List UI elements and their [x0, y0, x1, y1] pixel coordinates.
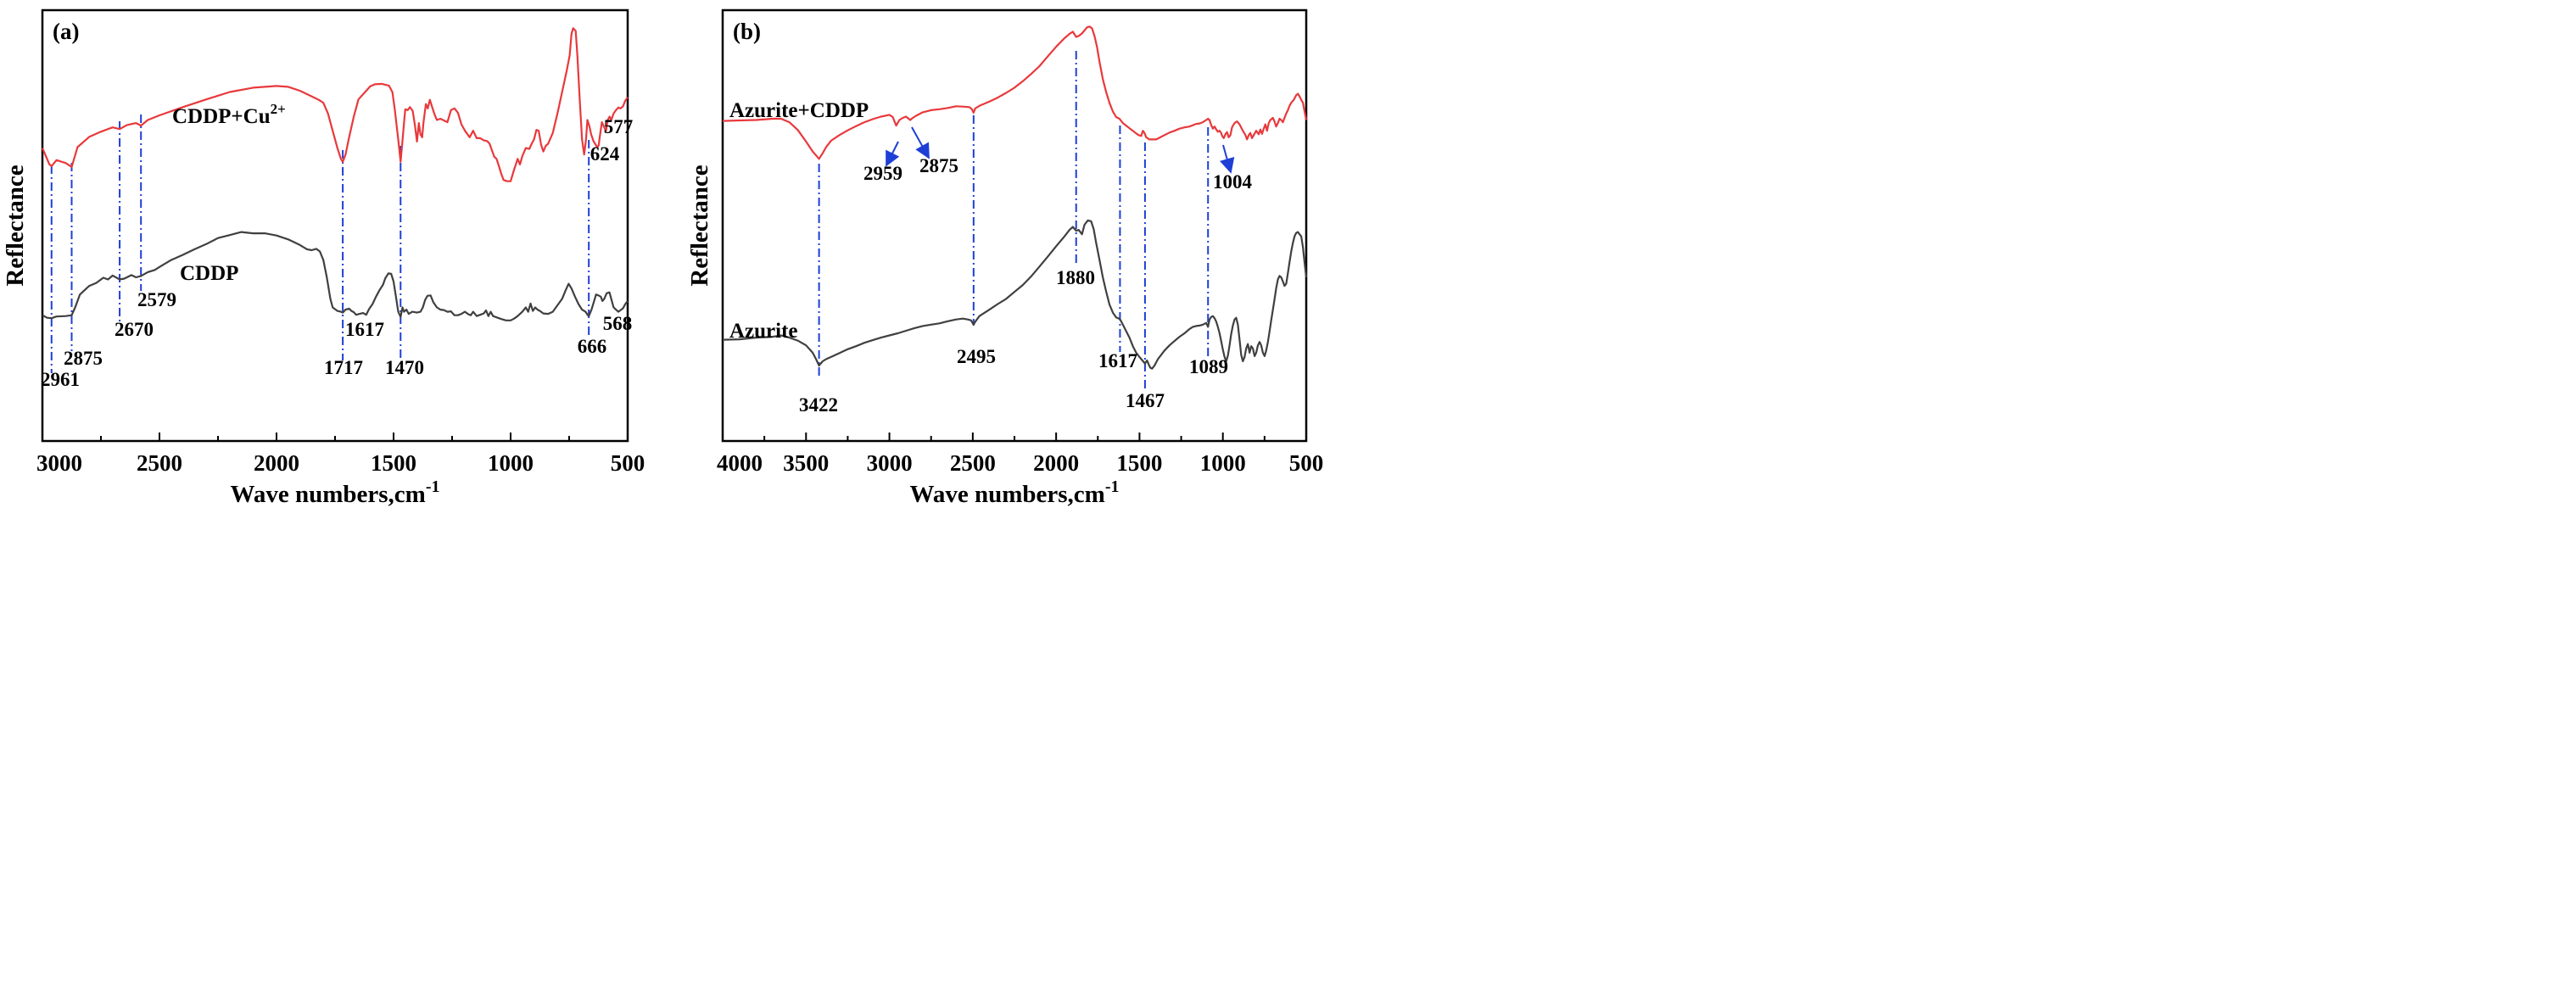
annotation-label: 2875	[919, 155, 958, 176]
series-label: CDDP	[180, 262, 238, 285]
annotation-label: 666	[578, 336, 607, 357]
annotation-label: 3422	[799, 394, 838, 416]
x-tick-label: 2000	[254, 450, 299, 476]
x-tick-label: 500	[611, 450, 645, 476]
panel-label: (a)	[53, 19, 79, 44]
series-line-azurite	[722, 219, 1308, 370]
annotation-label: 568	[603, 313, 633, 334]
annotation-label: 577	[604, 116, 634, 137]
annotation-label: 1004	[1213, 171, 1253, 193]
series-label: CDDP+Cu2+	[172, 101, 286, 128]
x-tick-label: 3500	[783, 450, 829, 476]
x-tick-label: 2500	[950, 450, 996, 476]
annotation-label: 2495	[957, 346, 996, 367]
annotation-label: 2670	[115, 319, 154, 340]
series-line-cddp-cu	[41, 27, 629, 182]
x-tick-label: 3000	[867, 450, 913, 476]
x-tick-label: 3000	[36, 450, 82, 476]
annotation-arrow-2959	[886, 141, 900, 167]
series-label: Azurite	[729, 320, 798, 343]
x-tick-label: 4000	[717, 450, 763, 476]
series-label: Azurite+CDDP	[729, 99, 869, 122]
annotation-label: 2579	[137, 289, 176, 310]
x-axis-label: Wave numbers,cm-1	[230, 477, 439, 508]
x-tick-label: 2000	[1033, 450, 1079, 476]
annotation-label: 1467	[1126, 390, 1165, 411]
panel-a: 3000 2500 2000 1500 1000 500 Wave numbers,cm-1…	[2, 8, 645, 508]
annotation-label: 1089	[1189, 356, 1228, 377]
series-line-cddp	[42, 231, 629, 321]
x-tick-label: 1500	[1116, 450, 1162, 476]
panel-label: (b)	[733, 19, 761, 44]
annotation-label: 2961	[41, 369, 80, 390]
annotation-label: 1880	[1056, 267, 1095, 288]
panel-b: 4000 3500 3000 2500 2000 1500 1000 500 Wave numb…	[686, 8, 1324, 508]
annotation-label: 624	[590, 143, 620, 165]
x-tick-label: 2500	[137, 450, 182, 476]
annotation-label: 1617	[345, 319, 384, 340]
y-axis-label: Reflectance	[686, 165, 713, 286]
annotation-arrow-2875	[911, 126, 930, 159]
annotation-label: 2959	[863, 163, 902, 184]
x-tick-label: 1000	[488, 450, 534, 476]
x-tick-label: 1000	[1200, 450, 1246, 476]
annotation-arrow-1004	[1219, 144, 1235, 174]
x-tick-label: 500	[1289, 450, 1324, 476]
annotation-label: 1717	[324, 357, 363, 378]
annotation-label: 1617	[1098, 350, 1137, 371]
annotation-label: 2875	[64, 348, 103, 369]
x-tick-label: 1500	[371, 450, 416, 476]
series-line-azurite-cddp	[722, 25, 1308, 160]
annotation-label: 1470	[385, 357, 424, 378]
y-axis-label: Reflectance	[2, 165, 29, 286]
x-axis-label: Wave numbers,cm-1	[909, 477, 1119, 508]
